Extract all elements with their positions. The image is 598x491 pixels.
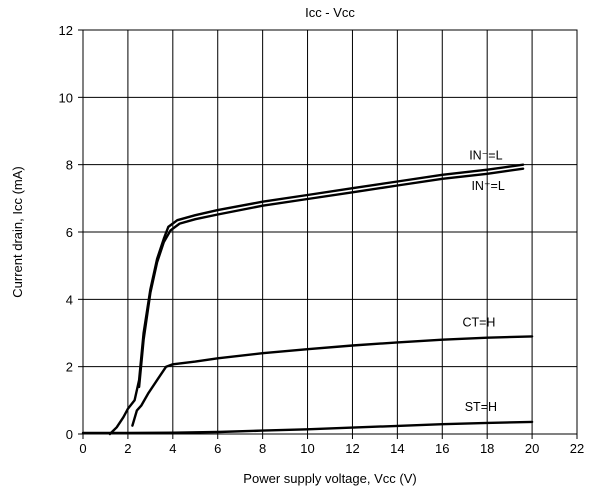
x-tick-label: 8 (259, 441, 266, 456)
y-tick-label: 0 (66, 427, 73, 442)
x-axis-label: Power supply voltage, Vcc (V) (243, 471, 416, 486)
x-axis-ticks: 0 2 4 6 8 10 12 14 16 18 20 22 (79, 434, 584, 456)
y-tick-label: 12 (59, 23, 73, 38)
series-line-1 (108, 163, 525, 436)
annotation-label: IN⁻=L (469, 149, 502, 163)
y-tick-label: 10 (59, 90, 73, 105)
x-tick-label: 6 (214, 441, 221, 456)
y-tick-label: 6 (66, 225, 73, 240)
y-axis-ticks: 0 2 4 6 8 10 12 (59, 23, 83, 442)
y-axis-label: Current drain, Icc (mA) (10, 166, 25, 297)
x-tick-label: 2 (124, 441, 131, 456)
x-tick-label: 4 (169, 441, 176, 456)
y-tick-label: 2 (66, 360, 73, 375)
series-lines (81, 163, 534, 436)
x-tick-label: 10 (300, 441, 314, 456)
y-tick-label: 4 (66, 292, 73, 307)
x-tick-label: 12 (345, 441, 359, 456)
y-tick-label: 8 (66, 158, 73, 173)
annotation-label: IN⁺=L (471, 179, 504, 193)
x-tick-label: 22 (570, 441, 584, 456)
series-line-3 (131, 335, 534, 427)
x-tick-label: 0 (79, 441, 86, 456)
grid (83, 30, 577, 434)
annotations: IN⁻=L IN⁺=L CT=H ST=H (462, 149, 504, 414)
series-line-2 (137, 167, 525, 389)
annotation-label: ST=H (465, 400, 497, 414)
x-tick-label: 20 (525, 441, 539, 456)
x-tick-label: 14 (390, 441, 404, 456)
series-line-4 (81, 420, 534, 435)
annotation-label: CT=H (462, 315, 495, 329)
x-tick-label: 18 (480, 441, 494, 456)
chart-title: Icc - Vcc (305, 5, 355, 20)
x-tick-label: 16 (435, 441, 449, 456)
